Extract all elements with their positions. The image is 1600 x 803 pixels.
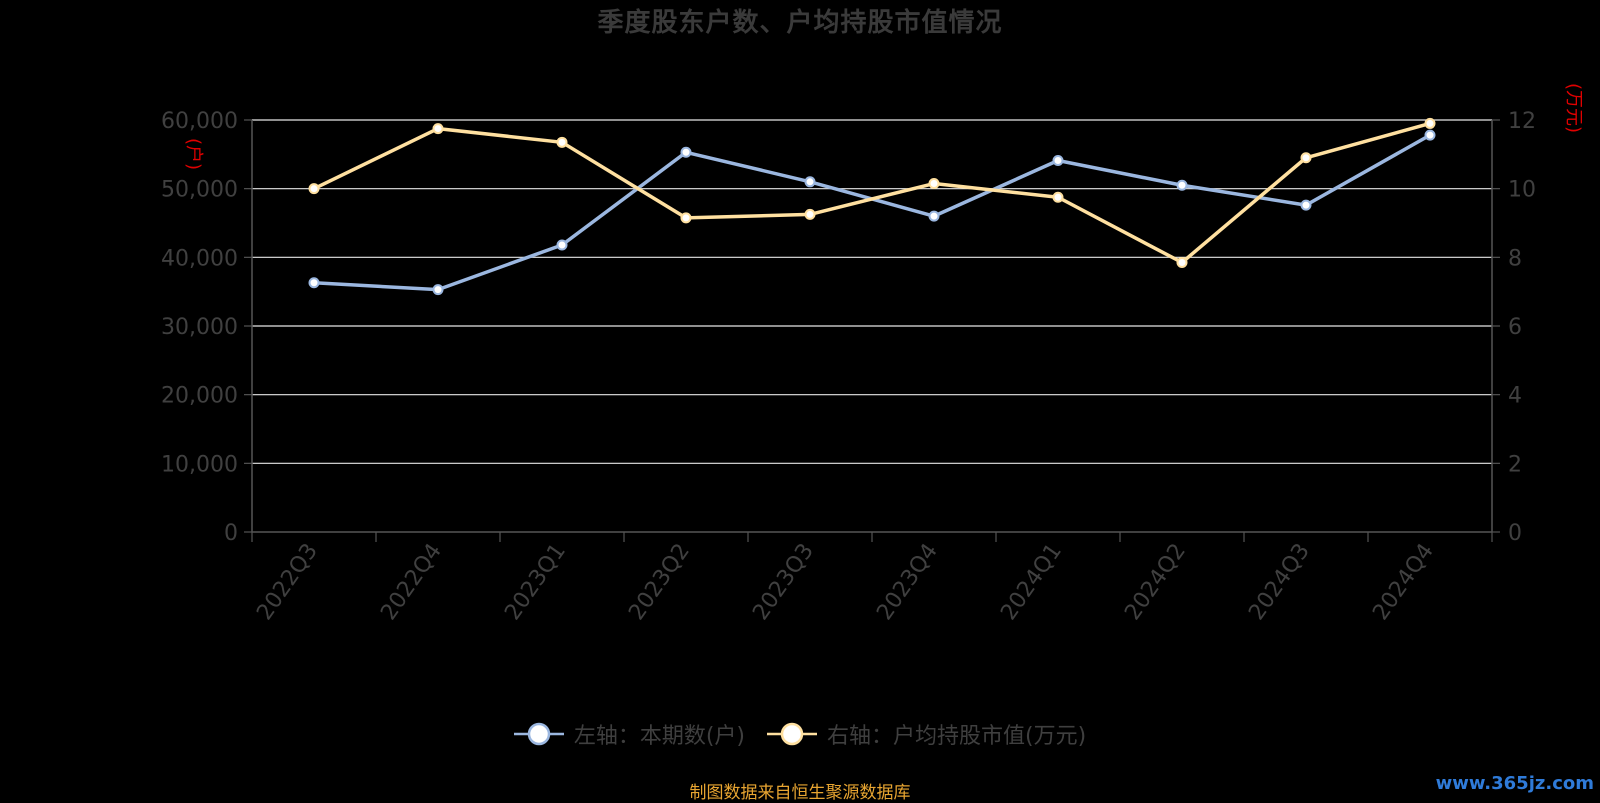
series-layer [308, 117, 1436, 296]
left-axis-unit: (户) [183, 138, 204, 170]
series-line-0 [313, 133, 1431, 292]
legend-item-avg-value[interactable]: 右轴：户均持股市值(万元) [767, 718, 1086, 750]
right-axis-unit: (万元) [1563, 83, 1584, 133]
left-tick-label: 20,000 [161, 384, 238, 409]
left-tick-label: 30,000 [161, 315, 238, 340]
data-point [1176, 179, 1188, 191]
legend-label-avg-value: 右轴：户均持股市值(万元) [827, 724, 1087, 749]
left-tick-label: 0 [224, 521, 238, 546]
data-point [1176, 256, 1188, 268]
data-point [432, 123, 444, 135]
right-tick-label: 10 [1508, 178, 1536, 203]
x-tick-label: 2024Q1 [996, 539, 1067, 625]
left-tick-label: 50,000 [161, 178, 238, 203]
grid-layer [252, 119, 1492, 464]
data-point [432, 284, 444, 296]
x-tick-label: 2024Q2 [1120, 539, 1191, 625]
right-tick-label: 8 [1508, 246, 1522, 271]
data-point [1052, 191, 1064, 203]
right-tick-label: 6 [1508, 315, 1522, 340]
x-tick-label: 2022Q3 [252, 539, 323, 625]
axis-layer: 0 10,000 20,000 30,000 40,000 50,000 60,000 0 2 4… [161, 83, 1584, 625]
watermark: www.365jz.com [1435, 773, 1594, 794]
data-point [1052, 155, 1064, 167]
legend-symbol-avg-value [767, 722, 817, 746]
data-point [804, 176, 816, 188]
data-point [308, 277, 320, 289]
left-tick-label: 60,000 [161, 109, 238, 134]
data-point [928, 210, 940, 222]
left-tick-label: 40,000 [161, 246, 238, 271]
chart-title: 季度股东户数、户均持股市值情况 [597, 8, 1003, 38]
data-point [1424, 117, 1436, 129]
x-tick-label: 2024Q3 [1244, 539, 1315, 625]
legend: 左轴：本期数(户) 右轴：户均持股市值(万元) [0, 718, 1600, 750]
series-line-1 [313, 121, 1431, 265]
source-note: 制图数据来自恒生聚源数据库 [689, 783, 911, 803]
data-point [680, 212, 692, 224]
legend-label-holders: 左轴：本期数(户) [573, 724, 745, 749]
right-tick-label: 2 [1508, 452, 1522, 477]
x-tick-label: 2023Q3 [748, 539, 819, 625]
right-tick-label: 0 [1508, 521, 1522, 546]
legend-item-holders[interactable]: 左轴：本期数(户) [513, 718, 745, 750]
x-tick-label: 2023Q2 [624, 539, 695, 625]
right-tick-label: 12 [1508, 109, 1536, 134]
data-point [804, 208, 816, 220]
data-point [1300, 199, 1312, 211]
data-point [680, 146, 692, 158]
data-point [308, 183, 320, 195]
data-point [928, 178, 940, 190]
data-point [556, 136, 568, 148]
left-tick-label: 10,000 [161, 452, 238, 477]
right-tick-label: 4 [1508, 384, 1522, 409]
x-tick-label: 2022Q4 [376, 539, 447, 625]
data-point [556, 239, 568, 251]
x-tick-label: 2023Q1 [500, 539, 571, 625]
legend-symbol-holders [513, 722, 564, 746]
x-tick-label: 2023Q4 [872, 539, 943, 625]
data-point [1424, 129, 1436, 141]
x-tick-label: 2024Q4 [1368, 539, 1439, 625]
data-point [1300, 152, 1312, 164]
